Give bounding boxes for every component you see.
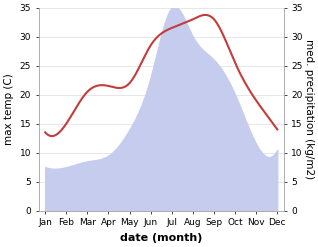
Y-axis label: max temp (C): max temp (C) — [4, 73, 14, 145]
Y-axis label: med. precipitation (kg/m2): med. precipitation (kg/m2) — [304, 39, 314, 179]
X-axis label: date (month): date (month) — [120, 233, 203, 243]
